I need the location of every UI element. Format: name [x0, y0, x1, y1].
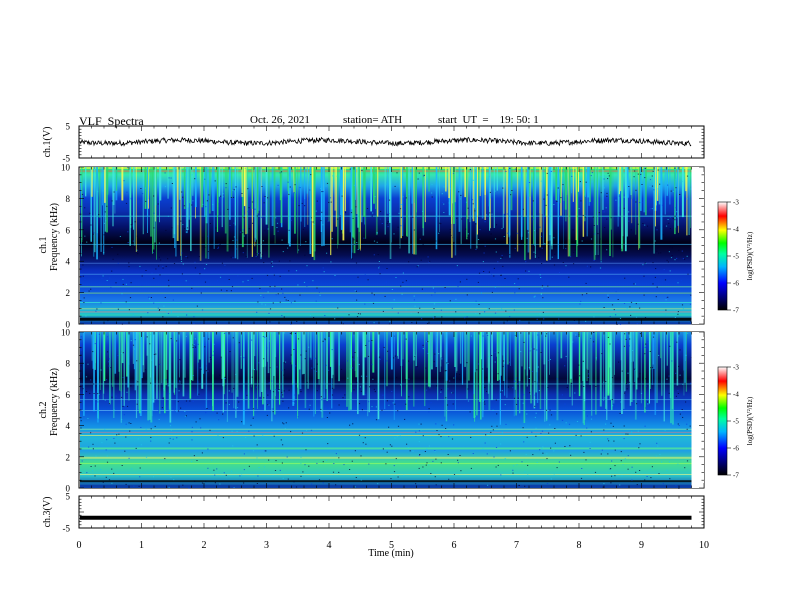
colorbar-tick-label: -3 — [733, 364, 739, 372]
y-tick-label: 5 — [66, 122, 71, 132]
colorbar-tick-label: -7 — [733, 472, 739, 480]
ch2-spectrogram-ylabel-channel: ch.2 — [38, 402, 49, 419]
ch2-colorbar: log(PSD)(V²/Hz) -3 -4 -5 -6 -7 — [717, 364, 754, 480]
colorbar-tick-label: -4 — [733, 391, 739, 399]
y-tick-label: 0 — [66, 484, 71, 494]
y-tick-label: 0 — [66, 320, 71, 330]
ch1-waveform-ylabel: ch.1(V) — [42, 127, 53, 158]
colorbar-tick-label: -3 — [733, 199, 739, 207]
colorbar-tick-label: -5 — [733, 253, 739, 261]
ch1-spectrogram-ylabel: Frequency (kHz) — [49, 203, 60, 271]
x-tick-label: 8 — [577, 540, 582, 551]
colorbar-tick-label: -7 — [733, 307, 739, 315]
date-label: Oct. 26, 2021 — [250, 114, 310, 126]
x-tick-label: 1 — [139, 540, 144, 551]
x-tick-label: 3 — [264, 540, 269, 551]
x-tick-label: 6 — [452, 540, 457, 551]
colorbar-tick-label: -5 — [733, 418, 739, 426]
colorbar-tick-label: -6 — [733, 280, 739, 288]
ch1-colorbar-label: log(PSD)(V²/Hz) — [746, 231, 754, 280]
ch1-spectrogram-detail — [80, 167, 704, 325]
ch1-spectrogram-ylabel-channel: ch.1 — [38, 237, 49, 254]
y-tick-label: -5 — [63, 524, 71, 534]
ch2-spectrogram-ylabel: Frequency (kHz) — [49, 368, 60, 436]
ch2-colorbar-scale — [717, 366, 728, 476]
start-time-label: start UT = 19: 50: 1 — [438, 114, 539, 126]
ch1-colorbar-scale — [717, 201, 728, 311]
x-tick-label: 4 — [327, 540, 332, 551]
ch1-colorbar: log(PSD)(V²/Hz) -3 -4 -5 -6 -7 — [717, 199, 754, 315]
x-tick-label: 0 — [77, 540, 82, 551]
ch3-waveform-ylabel: ch.3(V) — [42, 497, 53, 528]
y-tick-label: 2 — [66, 288, 71, 298]
y-tick-label: -5 — [63, 154, 71, 164]
figure-title: VLF Spectra — [79, 114, 144, 128]
ch2-spectrogram-detail — [80, 332, 704, 489]
x-tick-label: 10 — [699, 540, 709, 551]
y-tick-label: 8 — [66, 194, 71, 204]
y-tick-label: 6 — [66, 225, 71, 235]
x-tick-label: 9 — [639, 540, 644, 551]
x-tick-label: 2 — [202, 540, 207, 551]
y-tick-label: 10 — [61, 328, 71, 338]
ch2-colorbar-label: log(PSD)(V²/Hz) — [746, 396, 754, 445]
y-tick-label: 5 — [66, 492, 71, 502]
y-tick-label: 6 — [66, 390, 71, 400]
y-tick-label: 4 — [66, 421, 71, 431]
station-label: station= ATH — [343, 114, 403, 126]
colorbar-tick-label: -6 — [733, 445, 739, 453]
x-tick-label: 7 — [514, 540, 519, 551]
y-tick-label: 4 — [66, 257, 71, 267]
x-tick-label: 5 — [389, 540, 394, 551]
ch1-waveform-trace — [79, 136, 692, 147]
colorbar-tick-label: -4 — [733, 226, 739, 234]
y-tick-label: 10 — [61, 163, 71, 173]
x-axis-label: Time (min) — [368, 548, 413, 559]
y-tick-label: 2 — [66, 452, 71, 462]
y-tick-label: 8 — [66, 359, 71, 369]
